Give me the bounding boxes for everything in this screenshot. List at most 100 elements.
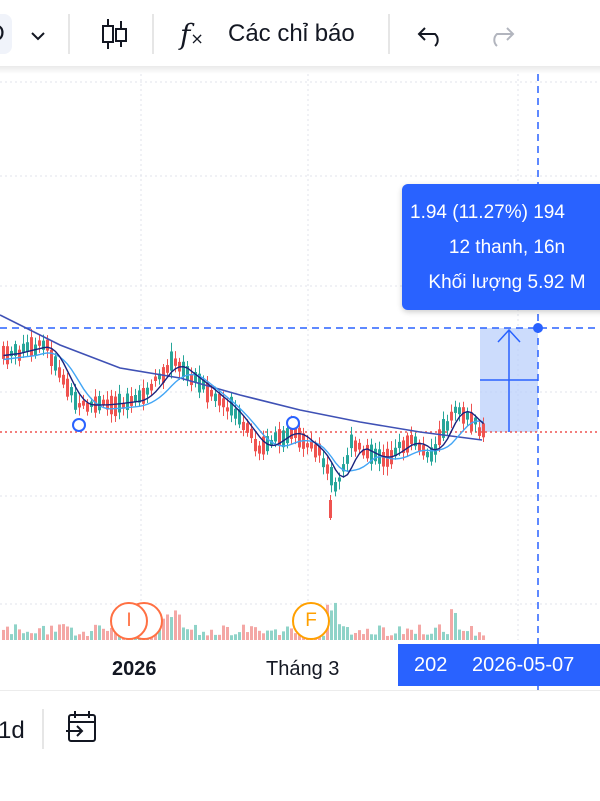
candle-body [350, 434, 353, 449]
volume-bar [182, 627, 185, 640]
volume-bar [78, 634, 81, 640]
measure-bars-days: 12 thanh, 16n [448, 237, 566, 258]
candle-body [62, 374, 65, 385]
volume-bar [294, 633, 297, 640]
candle-body [326, 464, 329, 474]
toolbar-divider [68, 14, 70, 54]
candle-body [450, 411, 453, 421]
volume-bar [106, 630, 109, 640]
undo-icon[interactable] [414, 18, 450, 54]
candle-body [406, 435, 409, 453]
volume-bar [174, 610, 177, 640]
volume-bar [230, 635, 233, 640]
candlestick-icon[interactable] [94, 14, 134, 54]
ma-line-mid [3, 352, 484, 472]
candle-body [454, 406, 457, 413]
candle-body [274, 432, 277, 442]
candle-body [290, 422, 293, 439]
candle-body [278, 429, 281, 446]
candle-body [314, 444, 317, 458]
volume-bar [390, 635, 393, 640]
volume-bar [330, 610, 333, 640]
candle-body [466, 411, 469, 420]
candle-body [234, 408, 237, 419]
candle-body [482, 423, 485, 438]
volume-bar [358, 630, 361, 640]
candle-body [318, 443, 321, 456]
candle-body [134, 395, 137, 402]
candle-body [166, 365, 169, 373]
volume-bar [86, 635, 89, 640]
redo-icon [482, 18, 518, 54]
volume-bar [54, 631, 57, 640]
chart-canvas[interactable] [0, 74, 600, 690]
candle-body [398, 441, 401, 449]
candle-body [446, 421, 449, 431]
candle-body [230, 396, 233, 416]
candle-body [50, 349, 53, 367]
candle-body [238, 409, 241, 425]
volume-bar [38, 628, 41, 640]
volume-bar [258, 630, 261, 640]
candle-body [430, 447, 433, 462]
candle-body [150, 383, 153, 391]
volume-bar [426, 634, 429, 640]
candle-body [246, 423, 249, 433]
volume-bar [162, 618, 165, 640]
candle-body [426, 451, 429, 458]
volume-bar [110, 627, 113, 640]
volume-bar [238, 632, 241, 640]
event-badge-financial[interactable]: F [292, 602, 330, 640]
candle-body [194, 372, 197, 383]
indicators-label: Các chỉ báo [228, 20, 355, 47]
toolbar-divider [42, 709, 44, 749]
volume-bar [178, 614, 181, 640]
measure-arrows [480, 328, 538, 432]
candle-body [338, 477, 341, 482]
candle-body [102, 399, 105, 405]
volume-bar [194, 624, 197, 640]
volume-bar [414, 633, 417, 640]
candle-body [462, 407, 465, 424]
candle-body [226, 407, 229, 412]
volume-bar [14, 624, 17, 640]
candle-body [214, 393, 217, 402]
top-toolbar: D f× Các chỉ báo [0, 0, 600, 74]
volume-bar [234, 634, 237, 640]
volume-bar [254, 627, 257, 640]
candle-body [82, 400, 85, 406]
dividend-marker [286, 416, 300, 430]
volume-bar [470, 626, 473, 640]
interval-dropdown[interactable]: D [0, 14, 12, 54]
candle-body [242, 421, 245, 431]
candle-body [30, 337, 33, 356]
event-badge-earnings[interactable]: I [110, 602, 148, 640]
volume-bar [250, 626, 253, 640]
candle-body [310, 441, 313, 449]
candle-body [158, 373, 161, 380]
volume-bar [186, 629, 189, 640]
chevron-down-icon[interactable] [24, 22, 52, 50]
volume-bar [94, 624, 97, 640]
candle-body [2, 345, 5, 359]
indicators-button[interactable]: f× Các chỉ báo [176, 14, 376, 56]
event-badge-label: F [305, 610, 317, 631]
price-chart[interactable]: I F 2026 Tháng 3 202 2026-05-07 1.94 (11… [0, 74, 600, 690]
volume-bar [402, 634, 405, 640]
candle-body [206, 382, 209, 403]
candle-body [282, 430, 285, 448]
volume-bar [226, 626, 229, 640]
volume-bar [58, 624, 61, 640]
volume-bar [82, 631, 85, 640]
interval-button[interactable]: 1d [0, 717, 25, 744]
volume-bar [362, 634, 365, 640]
candle-body [286, 428, 289, 444]
moving-averages [0, 314, 484, 478]
calendar-goto-icon[interactable] [64, 709, 104, 749]
volume-bar [98, 625, 101, 640]
candle-body [66, 378, 69, 397]
candle-body [402, 440, 405, 454]
ma-line-short [3, 346, 484, 478]
volume-bar [266, 630, 269, 640]
candle-body [190, 374, 193, 386]
